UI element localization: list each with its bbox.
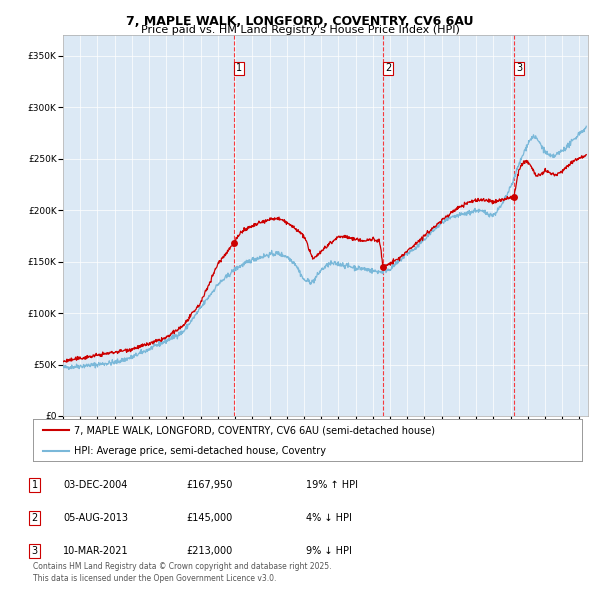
Text: £145,000: £145,000 xyxy=(186,513,232,523)
Text: 10-MAR-2021: 10-MAR-2021 xyxy=(63,546,128,556)
Text: 03-DEC-2004: 03-DEC-2004 xyxy=(63,480,127,490)
Text: 05-AUG-2013: 05-AUG-2013 xyxy=(63,513,128,523)
Text: 7, MAPLE WALK, LONGFORD, COVENTRY, CV6 6AU (semi-detached house): 7, MAPLE WALK, LONGFORD, COVENTRY, CV6 6… xyxy=(74,425,435,435)
Text: 2: 2 xyxy=(385,63,391,73)
Text: £167,950: £167,950 xyxy=(186,480,232,490)
Text: 1: 1 xyxy=(236,63,242,73)
Text: Contains HM Land Registry data © Crown copyright and database right 2025.
This d: Contains HM Land Registry data © Crown c… xyxy=(33,562,331,583)
Text: 3: 3 xyxy=(516,63,522,73)
Text: 2: 2 xyxy=(32,513,38,523)
Text: 3: 3 xyxy=(32,546,38,556)
Text: 1: 1 xyxy=(32,480,38,490)
Text: 9% ↓ HPI: 9% ↓ HPI xyxy=(306,546,352,556)
Text: HPI: Average price, semi-detached house, Coventry: HPI: Average price, semi-detached house,… xyxy=(74,446,326,455)
Text: £213,000: £213,000 xyxy=(186,546,232,556)
Text: Price paid vs. HM Land Registry's House Price Index (HPI): Price paid vs. HM Land Registry's House … xyxy=(140,25,460,35)
Text: 7, MAPLE WALK, LONGFORD, COVENTRY, CV6 6AU: 7, MAPLE WALK, LONGFORD, COVENTRY, CV6 6… xyxy=(126,15,474,28)
Text: 19% ↑ HPI: 19% ↑ HPI xyxy=(306,480,358,490)
Text: 4% ↓ HPI: 4% ↓ HPI xyxy=(306,513,352,523)
